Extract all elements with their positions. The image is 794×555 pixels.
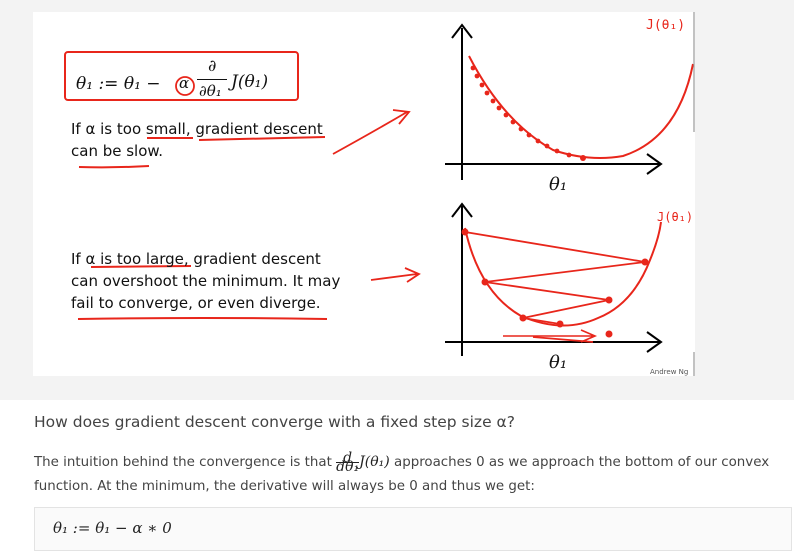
paragraph-cost: J(θ₁) [359,454,390,470]
bottom-cost-curve [464,221,662,327]
top-small-steps [470,65,586,161]
top-y-axis [451,23,473,180]
bottom-y-axis [451,202,473,356]
overshoot-arrow [503,329,598,343]
formula-lhs: θ₁ := θ₁ − [76,74,161,94]
note-large-line1: If α is too large, gradient descent [71,250,321,268]
derivative-den: dθ₁ [336,458,360,475]
top-x-axis [445,153,663,175]
underline-small [147,136,326,141]
arrow-to-bottom-plot [370,267,421,283]
slide-credit: Andrew Ng [650,368,689,376]
section-question: How does gradient descent converge with … [34,413,515,431]
note-small-line2: can be slow. [71,142,164,160]
underline-large [90,265,192,268]
note-large-line3: fail to converge, or even diverge. [71,294,321,312]
formula-partial: ∂ [208,56,217,75]
formula-wrt: ∂θ₁ [199,82,222,100]
arrow-to-top-plot [332,109,411,155]
formula-cost: J(θ₁) [231,72,269,92]
formula-fraction-bar [197,79,227,80]
underline-slow [78,165,150,169]
equation-box: θ₁ := θ₁ − α ∗ 0 [34,507,792,551]
note-large-line2: can overshoot the minimum. It may [71,272,341,290]
formula-alpha: α [179,74,190,92]
slide-drawing [64,12,695,376]
top-cost-curve [468,55,694,159]
bottom-curve-label: J(θ₁) [657,210,694,224]
intuition-paragraph: The intuition behind the convergence is … [34,450,774,499]
underline-diverge [77,317,328,320]
lecture-slide: θ₁ := θ₁ − α ∂ ∂θ₁ J(θ₁) If α is too sma… [33,12,695,376]
bottom-x-axis [445,331,663,353]
bottom-x-axis-label: θ₁ [549,352,568,373]
top-curve-label: J(θ₁) [646,18,686,33]
update-equation: θ₁ := θ₁ − α ∗ 0 [53,519,172,537]
alpha-circle [175,76,195,96]
formula-box [64,51,299,101]
derivative-fraction: d dθ₁ [336,449,360,475]
paragraph-before: The intuition behind the convergence is … [34,455,332,470]
note-small-line1: If α is too small, gradient descent [71,120,323,138]
top-x-axis-label: θ₁ [549,174,568,195]
paragraph-after: approaches 0 as we approach the bottom o… [34,455,770,494]
bottom-large-steps [461,228,649,338]
derivative-num: d [343,449,353,466]
